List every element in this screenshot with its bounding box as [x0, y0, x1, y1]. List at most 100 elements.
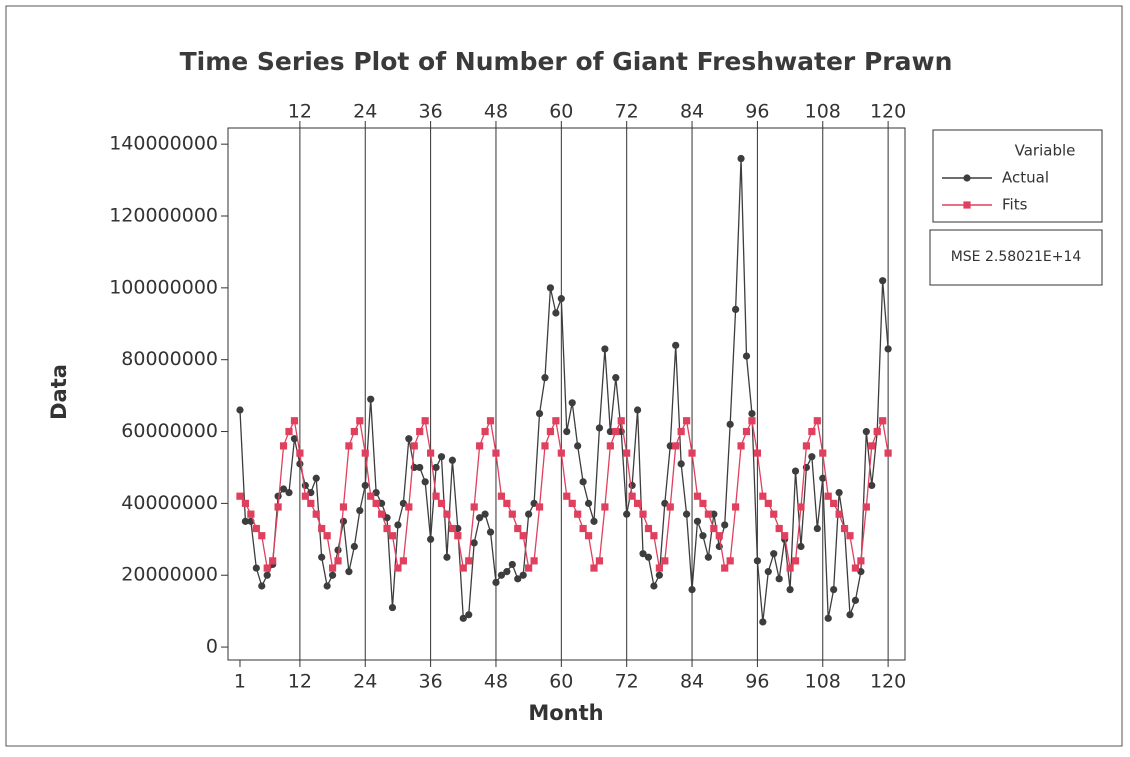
point [699, 532, 707, 540]
point [846, 532, 854, 540]
y-tick-label: 120000000 [109, 205, 218, 227]
point [252, 524, 260, 533]
point [791, 467, 800, 475]
point [459, 564, 467, 572]
point [421, 478, 429, 486]
point [432, 463, 440, 472]
point [862, 503, 870, 511]
point [236, 492, 244, 500]
point [541, 442, 549, 450]
point [525, 564, 533, 572]
point [421, 417, 429, 425]
point [835, 510, 843, 518]
point [399, 499, 407, 507]
point [704, 553, 712, 561]
legend-label: Actual [1002, 169, 1049, 187]
point [868, 442, 876, 450]
y-tick-label: 60000000 [121, 420, 218, 442]
x-tick-label: 60 [549, 671, 573, 693]
point [846, 611, 854, 619]
point [655, 564, 663, 572]
point [323, 532, 331, 540]
point [405, 435, 413, 443]
point [465, 611, 473, 619]
point [644, 524, 653, 533]
point [350, 542, 358, 551]
y-tick-label: 80000000 [121, 348, 218, 370]
point [481, 427, 489, 436]
point [737, 442, 745, 450]
point [563, 492, 571, 500]
point [693, 492, 702, 500]
point [290, 435, 299, 443]
point [519, 532, 527, 540]
point [661, 557, 669, 565]
point [726, 557, 734, 565]
point [279, 485, 288, 493]
point [770, 510, 778, 518]
point [623, 510, 631, 518]
legend-marker [963, 174, 971, 182]
point [236, 406, 244, 414]
point [367, 395, 375, 403]
point [356, 506, 364, 515]
point [830, 499, 838, 507]
point [759, 618, 767, 626]
point [775, 524, 783, 533]
legend-marker [963, 201, 971, 209]
point [258, 582, 266, 590]
point [568, 399, 576, 407]
point [661, 499, 669, 507]
point [579, 478, 587, 486]
point [557, 449, 565, 457]
point [334, 557, 342, 565]
point [819, 474, 827, 482]
point [470, 539, 478, 547]
point [824, 614, 832, 622]
point [552, 417, 560, 425]
x-tick-label: 12 [288, 671, 312, 693]
point [525, 510, 533, 518]
point [552, 309, 560, 317]
point [710, 524, 718, 533]
point [633, 499, 642, 507]
point [301, 492, 309, 500]
point [693, 517, 702, 525]
point [764, 568, 772, 576]
x-tick-label: 48 [484, 671, 508, 693]
point [492, 449, 500, 457]
point [535, 503, 544, 511]
point [503, 499, 511, 507]
point [339, 517, 348, 525]
point [530, 557, 538, 565]
point [492, 578, 500, 587]
point [612, 374, 620, 382]
point [590, 517, 598, 525]
point [639, 510, 647, 518]
point [568, 499, 576, 507]
point [290, 417, 299, 425]
point [383, 514, 391, 522]
point [503, 568, 511, 576]
point [427, 449, 435, 457]
point [710, 510, 718, 518]
point [753, 557, 761, 565]
legend-title: Variable [1015, 142, 1076, 160]
point [372, 499, 380, 507]
point [361, 481, 369, 490]
point [508, 560, 516, 569]
point [486, 528, 495, 536]
point [356, 417, 364, 425]
point [857, 557, 865, 565]
point [557, 295, 565, 303]
top-tick-label: 84 [680, 101, 704, 123]
point [688, 449, 696, 457]
point [786, 564, 794, 572]
y-tick-label: 140000000 [109, 133, 218, 155]
x-tick-label: 120 [870, 671, 906, 693]
point [323, 582, 331, 590]
point [410, 442, 418, 450]
point [274, 503, 282, 511]
point [448, 524, 456, 533]
point [595, 424, 604, 432]
